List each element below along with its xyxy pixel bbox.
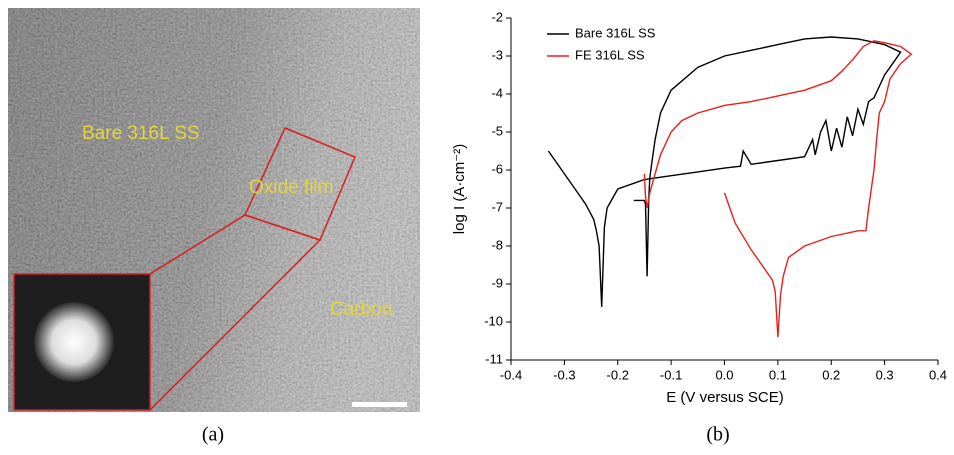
legend-label: FE 316L SS [575,47,645,62]
caption: (b) [706,424,729,446]
y-tick-label: -2 [491,9,503,24]
caption: (a) [202,424,224,446]
x-tick-label: 0.2 [822,367,840,382]
y-tick-label: -5 [491,123,503,138]
x-tick-label: -0.1 [660,367,682,382]
y-axis-label: log I (A·cm⁻²) [451,144,468,234]
y-tick-label: -8 [491,237,503,252]
y-tick-label: -11 [485,351,503,366]
x-tick-label: -0.3 [553,367,575,382]
x-tick-label: -0.2 [607,367,629,382]
x-axis-label: E (V versus SCE) [666,389,784,406]
image-label: Oxide film [249,177,333,198]
x-tick-label: 0.1 [769,367,787,382]
y-tick-label: -3 [491,47,503,62]
tem-image [8,8,420,412]
x-tick-label: 0.3 [876,367,894,382]
y-tick-label: -10 [484,313,503,328]
image-label: Bare 316L SS [82,123,200,144]
image-label: Carbon [330,299,392,320]
legend-label: Bare 316L SS [575,25,656,40]
x-tick-label: 0.4 [929,367,947,382]
curve [643,40,913,338]
y-tick-label: -9 [491,275,503,290]
y-tick-label: -7 [491,199,503,214]
curve [547,36,902,307]
x-tick-label: 0.0 [715,367,733,382]
y-tick-label: -4 [491,85,503,100]
x-tick-label: -0.4 [500,367,522,382]
y-tick-label: -6 [491,161,503,176]
